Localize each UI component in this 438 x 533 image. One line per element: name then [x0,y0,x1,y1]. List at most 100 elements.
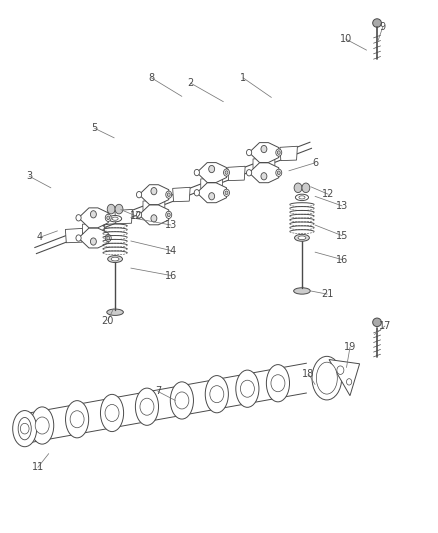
Polygon shape [78,208,108,228]
Circle shape [210,386,224,403]
Text: 8: 8 [148,73,154,83]
Circle shape [346,378,352,385]
Circle shape [240,380,254,397]
Text: 2: 2 [187,78,194,88]
Text: 13: 13 [165,220,177,230]
Circle shape [247,149,252,156]
Polygon shape [197,163,226,182]
Text: 18: 18 [302,369,314,379]
Ellipse shape [295,194,308,200]
Polygon shape [78,228,108,248]
Ellipse shape [18,417,31,440]
Polygon shape [201,178,223,189]
Polygon shape [197,183,226,203]
Polygon shape [249,143,279,163]
Circle shape [166,211,172,219]
Polygon shape [329,360,360,395]
Circle shape [105,235,111,241]
Ellipse shape [294,235,309,241]
Text: 12: 12 [130,211,142,221]
Circle shape [105,214,111,221]
Ellipse shape [109,215,122,222]
Ellipse shape [316,362,337,394]
Text: 11: 11 [32,463,44,472]
Circle shape [276,149,282,156]
Text: 17: 17 [379,321,391,331]
Polygon shape [143,200,165,211]
Ellipse shape [299,196,305,199]
Polygon shape [82,223,104,234]
Ellipse shape [108,256,123,263]
Circle shape [76,235,81,241]
Ellipse shape [236,370,259,407]
Circle shape [137,191,141,198]
Circle shape [247,169,252,176]
Text: 16: 16 [165,271,177,280]
Circle shape [223,169,230,176]
Circle shape [166,191,172,198]
Circle shape [151,215,157,222]
Circle shape [167,193,170,197]
Circle shape [261,173,267,180]
Ellipse shape [112,217,118,220]
Circle shape [208,192,215,200]
Circle shape [107,236,110,240]
Ellipse shape [107,309,124,316]
Text: 9: 9 [380,22,386,33]
Circle shape [35,417,49,434]
Circle shape [194,169,199,176]
Text: 7: 7 [155,386,161,397]
Circle shape [276,169,282,176]
Circle shape [175,392,189,409]
Ellipse shape [298,236,306,240]
Circle shape [107,216,110,220]
Polygon shape [65,228,83,243]
Circle shape [90,238,96,245]
Circle shape [70,411,84,428]
Text: 14: 14 [165,246,177,255]
Ellipse shape [111,257,119,261]
Circle shape [107,204,115,214]
Ellipse shape [373,19,381,27]
Ellipse shape [312,357,342,400]
Ellipse shape [100,394,124,432]
Polygon shape [139,185,169,205]
Ellipse shape [13,410,37,447]
Text: 19: 19 [344,342,356,352]
Ellipse shape [170,382,194,419]
Text: 15: 15 [336,231,348,241]
Ellipse shape [373,318,381,327]
Circle shape [271,375,285,392]
Circle shape [337,366,344,374]
Polygon shape [173,187,190,201]
Circle shape [167,213,170,217]
Circle shape [294,183,302,192]
Circle shape [208,165,215,173]
Ellipse shape [205,376,228,413]
Circle shape [115,204,123,214]
Text: 6: 6 [312,158,318,168]
Circle shape [90,211,96,218]
Circle shape [105,405,119,422]
Text: 5: 5 [92,123,98,133]
Circle shape [225,191,228,195]
Polygon shape [280,146,297,160]
Polygon shape [253,158,275,168]
Circle shape [261,146,267,152]
Circle shape [277,151,280,155]
Polygon shape [139,205,169,225]
Text: 10: 10 [339,34,352,44]
Circle shape [151,188,157,195]
Text: 4: 4 [37,232,43,243]
Polygon shape [249,163,279,183]
Ellipse shape [293,288,310,294]
Circle shape [137,212,141,218]
Text: 12: 12 [322,189,334,199]
Circle shape [194,190,199,196]
Text: 13: 13 [336,201,348,211]
Polygon shape [115,209,132,224]
Circle shape [225,171,228,174]
Circle shape [76,215,81,221]
Ellipse shape [31,407,54,444]
Text: 21: 21 [321,289,333,299]
